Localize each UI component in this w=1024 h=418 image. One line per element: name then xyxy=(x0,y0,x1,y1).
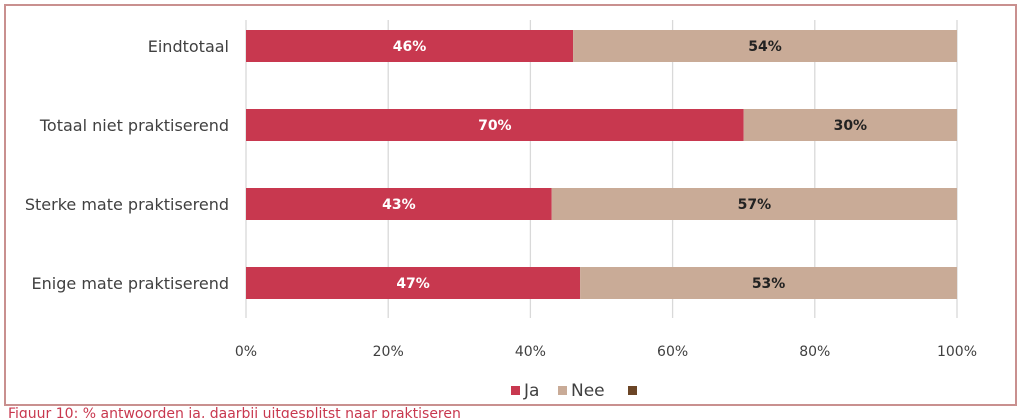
data-label: 47% xyxy=(396,276,430,292)
data-label: 30% xyxy=(834,118,868,134)
x-tick-label: 0% xyxy=(235,344,257,360)
legend-swatch xyxy=(511,386,520,395)
bar-segment xyxy=(743,109,957,141)
legend-swatch xyxy=(558,386,567,395)
category-label: Totaal niet praktiserend xyxy=(39,116,229,135)
legend-label: Ja xyxy=(523,381,539,401)
data-label: 57% xyxy=(738,197,772,213)
bar-segment xyxy=(246,109,744,141)
figure-caption: Figuur 10: % antwoorden ja, daarbij uitg… xyxy=(8,407,461,418)
category-label: Enige mate praktiserend xyxy=(32,274,229,293)
bar-segment xyxy=(246,30,574,62)
stacked-bar-chart: 0% 20% 40% 60% 80% 100% Eindtotaal Totaal niet … xyxy=(25,20,977,401)
bar-segment xyxy=(573,30,957,62)
data-label: 46% xyxy=(393,39,427,55)
x-tick-label: 60% xyxy=(657,344,688,360)
data-label: 53% xyxy=(752,276,786,292)
x-tick-label: 80% xyxy=(799,344,830,360)
data-label: 54% xyxy=(748,39,782,55)
x-tick-label: 40% xyxy=(515,344,546,360)
category-label: Sterke mate praktiserend xyxy=(25,195,229,214)
legend-swatch xyxy=(628,386,637,395)
bar-segment xyxy=(246,188,552,220)
bar-segment xyxy=(580,267,957,299)
x-tick-label: 100% xyxy=(937,344,977,360)
bar-segment xyxy=(551,188,957,220)
x-tick-label: 20% xyxy=(373,344,404,360)
category-label: Eindtotaal xyxy=(148,37,229,56)
data-label: 43% xyxy=(382,197,416,213)
bar-segment xyxy=(246,267,581,299)
data-label: 70% xyxy=(478,118,512,134)
legend-label: Nee xyxy=(571,381,605,401)
